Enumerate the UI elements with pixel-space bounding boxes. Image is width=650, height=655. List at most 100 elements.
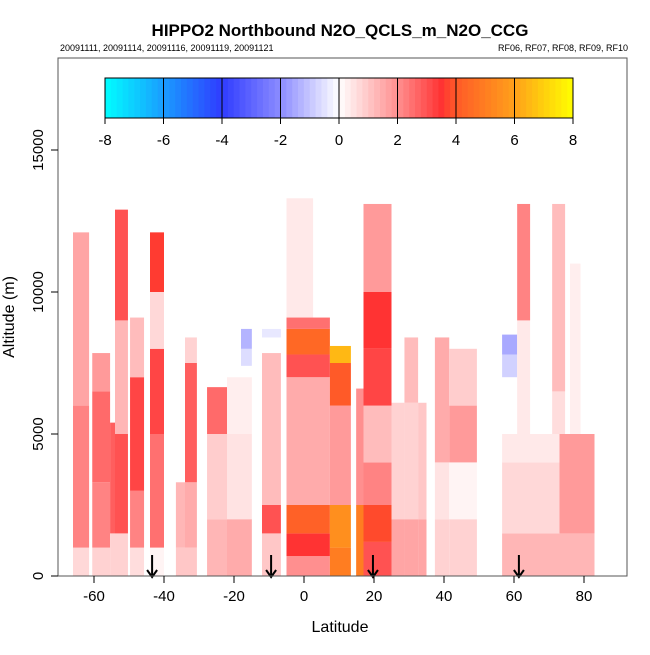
heatmap-cell [286, 328, 330, 355]
subtitle-dates: 20091111, 20091114, 20091116, 20091119, … [60, 43, 274, 53]
colorbar-swatch [105, 78, 112, 118]
chart-title: HIPPO2 Northbound N2O_QCLS_m_N2O_CCG [152, 21, 529, 40]
heatmap-cell [449, 348, 477, 406]
heatmap-cell [150, 348, 164, 434]
colorbar-swatch [204, 78, 211, 118]
colorbar-swatch [502, 78, 510, 118]
colorbar-swatch [356, 78, 363, 118]
colorbar-swatch [479, 78, 486, 118]
colorbar-swatch [537, 78, 545, 118]
heatmap-cell [185, 337, 197, 363]
colorbar-swatch [444, 78, 451, 118]
heatmap-cell [92, 391, 111, 483]
colorbar-swatch [309, 78, 317, 118]
heatmap-cell [227, 434, 252, 520]
heatmap-cell [434, 519, 450, 576]
colorbar-swatch [251, 78, 258, 118]
colorbar-swatch [175, 78, 182, 118]
colorbar-swatch [157, 78, 164, 118]
colorbar-swatch [122, 78, 129, 118]
heatmap-cell [356, 388, 364, 505]
colorbar-swatch [549, 78, 556, 118]
colorbar-swatch [210, 78, 217, 118]
colorbar-swatch [222, 78, 229, 118]
heatmap-cell [363, 462, 392, 505]
heatmap-cell [286, 377, 330, 505]
heatmap-cell [150, 434, 164, 548]
colorbar-swatch [374, 78, 381, 118]
colorbar-swatch [257, 78, 264, 118]
colorbar-swatch [350, 78, 358, 118]
colorbar-swatch [496, 78, 504, 118]
x-tick-label: -40 [153, 588, 175, 605]
colorbar-swatch [391, 78, 398, 118]
heatmap-cell [502, 354, 518, 378]
colorbar-swatch [151, 78, 159, 118]
heatmap-cell [552, 203, 566, 392]
colorbar-swatch [461, 78, 469, 118]
colorbar-swatch [163, 78, 170, 118]
flight-markers [146, 555, 525, 579]
colorbar-swatch [567, 78, 574, 118]
heatmap-cell [552, 391, 566, 434]
heatmap-cell [130, 377, 145, 491]
heatmap-cell [363, 505, 392, 542]
colorbar-swatch [485, 78, 492, 118]
colorbar-tick-label: 4 [452, 132, 460, 149]
colorbar-tick-label: -4 [215, 132, 228, 149]
heatmap-cell [517, 320, 531, 434]
colorbar-swatch [543, 78, 551, 118]
colorbar-swatch [262, 78, 270, 118]
heatmap-cell [286, 198, 314, 318]
colorbar-swatch [181, 78, 188, 118]
colorbar-swatch [169, 78, 176, 118]
heatmap-cell [391, 519, 405, 576]
heatmap-cell [207, 434, 227, 520]
colorbar-swatch [438, 78, 445, 118]
heatmap-cell [363, 203, 392, 292]
heatmap-cell [559, 434, 595, 534]
colorbar-swatch [315, 78, 322, 118]
heatmap-cell [404, 337, 419, 403]
y-tick-label: 0 [30, 572, 47, 580]
heatmap-cell [449, 519, 477, 576]
heatmap-cell [286, 354, 330, 378]
colorbar-swatch [415, 78, 422, 118]
heatmap-cell [418, 402, 427, 520]
heatmap-cell [502, 533, 595, 576]
heatmap-cell [92, 482, 111, 548]
colorbar-swatch [368, 78, 375, 118]
heatmap-cell [115, 533, 128, 576]
colorbar-swatch [198, 78, 205, 118]
heatmap-cell [329, 405, 351, 505]
y-axis: 0 5000 10000 15000 [30, 129, 58, 580]
colorbar-swatch [426, 78, 434, 118]
heatmap-cell [363, 348, 392, 406]
heatmap-cell [418, 519, 427, 576]
x-axis: -60 -40 -20 0 20 40 60 80 [83, 576, 592, 605]
heatmap-cell [241, 328, 252, 349]
heatmap-cell [130, 490, 145, 548]
heatmap-cell [517, 203, 531, 321]
colorbar-swatch [140, 78, 147, 118]
colorbar-swatch [526, 78, 533, 118]
heatmap-cell [286, 317, 330, 329]
heatmap-cell [329, 363, 351, 406]
colorbar-swatch [245, 78, 252, 118]
heatmap-cell [175, 547, 185, 576]
heatmap-cell [92, 547, 111, 576]
heatmap-cell [404, 519, 419, 576]
colorbar-swatch [344, 78, 352, 118]
heatmap-cell [130, 547, 145, 576]
heatmap-cell [185, 482, 197, 548]
subtitle-flights: RF06, RF07, RF08, RF09, RF10 [498, 43, 628, 53]
colorbar-swatch [385, 78, 393, 118]
colorbar-tick-label: 8 [569, 132, 577, 149]
colorbar-swatch [520, 78, 527, 118]
heatmap-cell [391, 402, 405, 520]
flight-marker-arrow-icon [513, 555, 525, 579]
heatmap-cell [175, 482, 185, 548]
heatmap-cell [404, 402, 419, 520]
colorbar-swatch [227, 78, 235, 118]
colorbar-swatch [397, 78, 404, 118]
